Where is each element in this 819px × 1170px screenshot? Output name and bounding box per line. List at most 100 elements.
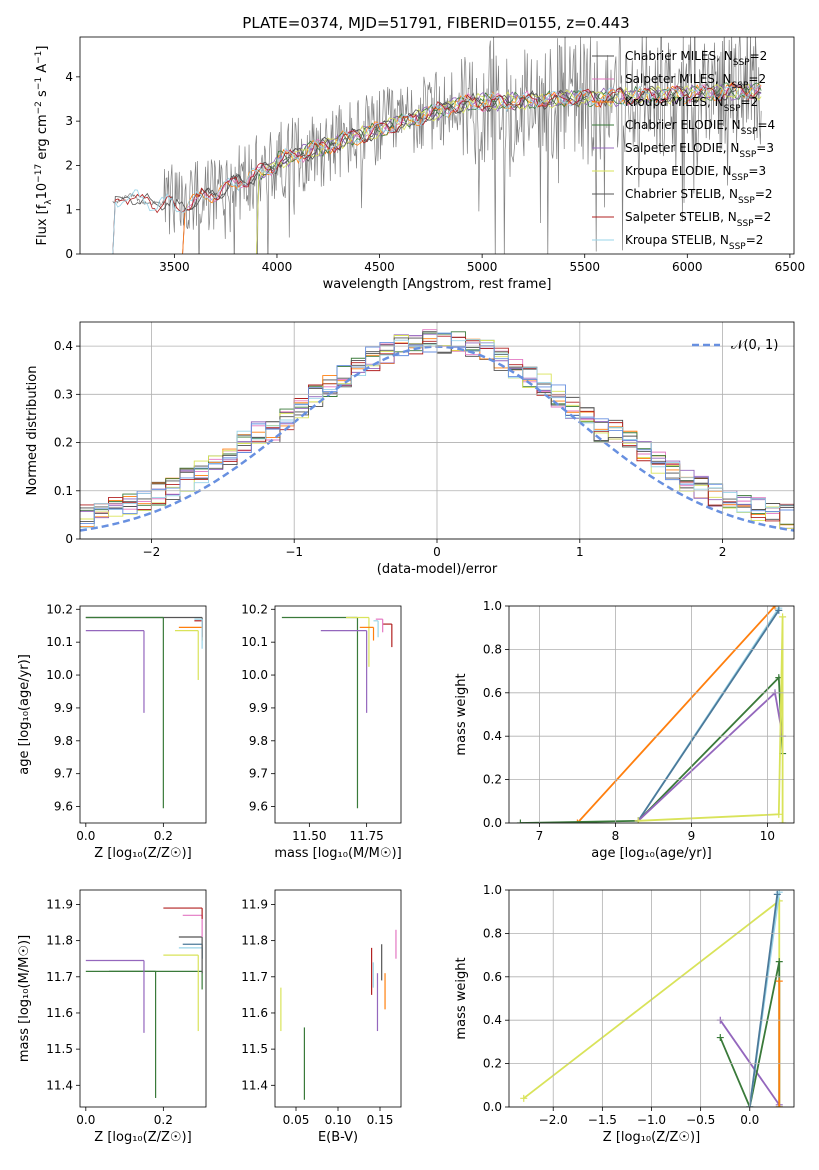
x-axis-label: wavelength [Angstrom, rest frame] <box>323 277 552 292</box>
x-axis-label: mass [log₁₀(M/M☉)] <box>274 846 401 861</box>
x-tick-label: −0.5 <box>686 1113 715 1127</box>
y-tick-label: 11.4 <box>241 1078 268 1092</box>
y-tick-label: 10.2 <box>241 602 268 616</box>
marker-plus <box>634 817 642 823</box>
plot-area <box>85 616 203 809</box>
model-line <box>256 83 762 254</box>
x-tick-label: −1.5 <box>588 1113 617 1127</box>
y-tick-label: 9.9 <box>54 701 73 715</box>
y-tick-label: 3 <box>65 114 73 128</box>
error-bar <box>373 620 379 638</box>
x-tick-label: −1 <box>285 545 303 559</box>
x-axis-label: Z [log₁₀(Z/Z☉)] <box>94 1130 191 1145</box>
x-tick-label: 0.05 <box>283 1113 310 1127</box>
y-tick-label: 11.5 <box>46 1042 73 1056</box>
marker-plus <box>775 606 783 614</box>
y-tick-label: 0.8 <box>483 926 502 940</box>
y-axis-label: age [log₁₀(age/yr)] <box>17 654 32 775</box>
plot-area <box>520 890 783 1107</box>
y-tick-label: 9.8 <box>54 734 73 748</box>
error-bar <box>85 959 145 1033</box>
model-line <box>182 84 762 254</box>
error-bar <box>375 618 384 633</box>
x-axis-label: E(B-V) <box>318 1130 358 1145</box>
marker-plus <box>716 1034 724 1042</box>
marker-plus <box>775 977 783 985</box>
model-line <box>112 84 761 254</box>
x-tick-label: 9 <box>688 829 696 843</box>
x-tick-label: 4500 <box>364 260 395 274</box>
weight-line <box>576 606 776 823</box>
y-tick-label: 0.6 <box>483 970 502 984</box>
y-tick-label: 2 <box>65 158 73 172</box>
plot-area <box>281 616 393 809</box>
x-tick-label: 0.0 <box>740 1113 759 1127</box>
y-tick-label: 0.0 <box>483 1100 502 1114</box>
error-bar <box>194 618 203 649</box>
y-tick-label: 11.9 <box>46 897 73 911</box>
x-tick-label: −1.0 <box>637 1113 666 1127</box>
y-tick-label: 9.7 <box>249 767 268 781</box>
y-axis-label: mass [log₁₀(M/M☉)] <box>17 935 32 1062</box>
axes-frame <box>79 889 207 1108</box>
y-tick-label: 1.0 <box>483 599 502 613</box>
y-tick-label: 10.1 <box>241 635 268 649</box>
marker-plus <box>779 613 787 621</box>
x-tick-label: 11.75 <box>349 829 383 843</box>
x-tick-label: 11.50 <box>292 829 326 843</box>
x-tick-label: 0.2 <box>154 829 173 843</box>
x-tick-label: 5500 <box>569 260 600 274</box>
panel-z-vs-mass: 0.0 0.2 11.4 11.5 11.6 11.7 11.8 11.9 Z [log₁₀(Z… <box>17 889 207 1145</box>
model-line <box>182 82 762 254</box>
model-line <box>112 84 761 254</box>
panel-z-vs-weight: −2.0 −1.5 −1.0 −0.5 0.0 0.0 0.2 0.4 0.6 0.8 1.0 Z [… <box>454 883 795 1145</box>
x-tick-label: 6000 <box>672 260 703 274</box>
weight-line <box>748 894 779 1107</box>
x-axis-label: Z [log₁₀(Z/Z☉)] <box>94 846 191 861</box>
x-axis-label: age [log₁₀(age/yr)] <box>591 846 712 861</box>
y-tick-label: 11.5 <box>241 1042 268 1056</box>
x-tick-label: 7 <box>536 829 544 843</box>
marker-plus <box>573 819 581 823</box>
x-tick-label: 0.2 <box>154 1113 173 1127</box>
panel-ebv-vs-mass: 0.05 0.10 0.15 11.4 11.5 11.6 11.7 11.8 11.9 E(B-… <box>241 889 402 1145</box>
x-axis-label: Z [log₁₀(Z/Z☉)] <box>603 1130 700 1145</box>
axes-frame <box>508 605 795 824</box>
y-tick-label: 1 <box>65 203 73 217</box>
marker-plus <box>775 958 783 966</box>
y-tick-label: 9.7 <box>54 767 73 781</box>
x-tick-label: 5000 <box>467 260 498 274</box>
y-tick-label: 0.0 <box>483 816 502 830</box>
marker-plus <box>516 819 524 823</box>
panel-mass-vs-age: 11.50 11.75 9.6 9.7 9.8 9.9 10.0 10.1 10.2 mass [… <box>241 602 401 861</box>
y-tick-label: 0 <box>65 532 73 546</box>
y-axis-label: Normed distribution <box>25 366 40 496</box>
axes-frame <box>274 889 402 1108</box>
y-tick-label: 0.3 <box>54 387 73 401</box>
x-tick-label: 3500 <box>159 260 190 274</box>
model-line <box>112 81 761 254</box>
error-bar <box>85 630 145 713</box>
panel-z-vs-age: 0.0 0.2 9.6 9.7 9.8 9.9 10.0 10.1 10.2 Z [log₁₀(Z… <box>17 602 207 861</box>
x-tick-label: 1 <box>576 545 584 559</box>
x-tick-label: −2.0 <box>539 1113 568 1127</box>
marker-plus <box>775 810 783 818</box>
axes-frame <box>274 605 402 824</box>
x-tick-label: 0 <box>433 545 441 559</box>
error-bar <box>178 936 203 974</box>
error-bar <box>359 626 375 641</box>
y-tick-label: 10.1 <box>46 635 73 649</box>
error-bar <box>109 970 157 1098</box>
y-tick-label: 0.2 <box>483 1057 502 1071</box>
y-tick-label: 11.6 <box>241 1006 268 1020</box>
plot-area <box>112 37 762 254</box>
y-tick-label: 9.6 <box>249 800 268 814</box>
y-axis-label: mass weight <box>454 673 469 755</box>
figure-title: PLATE=0374, MJD=51791, FIBERID=0155, z=0… <box>242 14 629 32</box>
error-bar <box>320 630 368 713</box>
y-tick-label: 0.6 <box>483 686 502 700</box>
axes-frame <box>79 605 207 824</box>
y-tick-label: 11.9 <box>241 897 268 911</box>
y-tick-label: 10.0 <box>46 668 73 682</box>
